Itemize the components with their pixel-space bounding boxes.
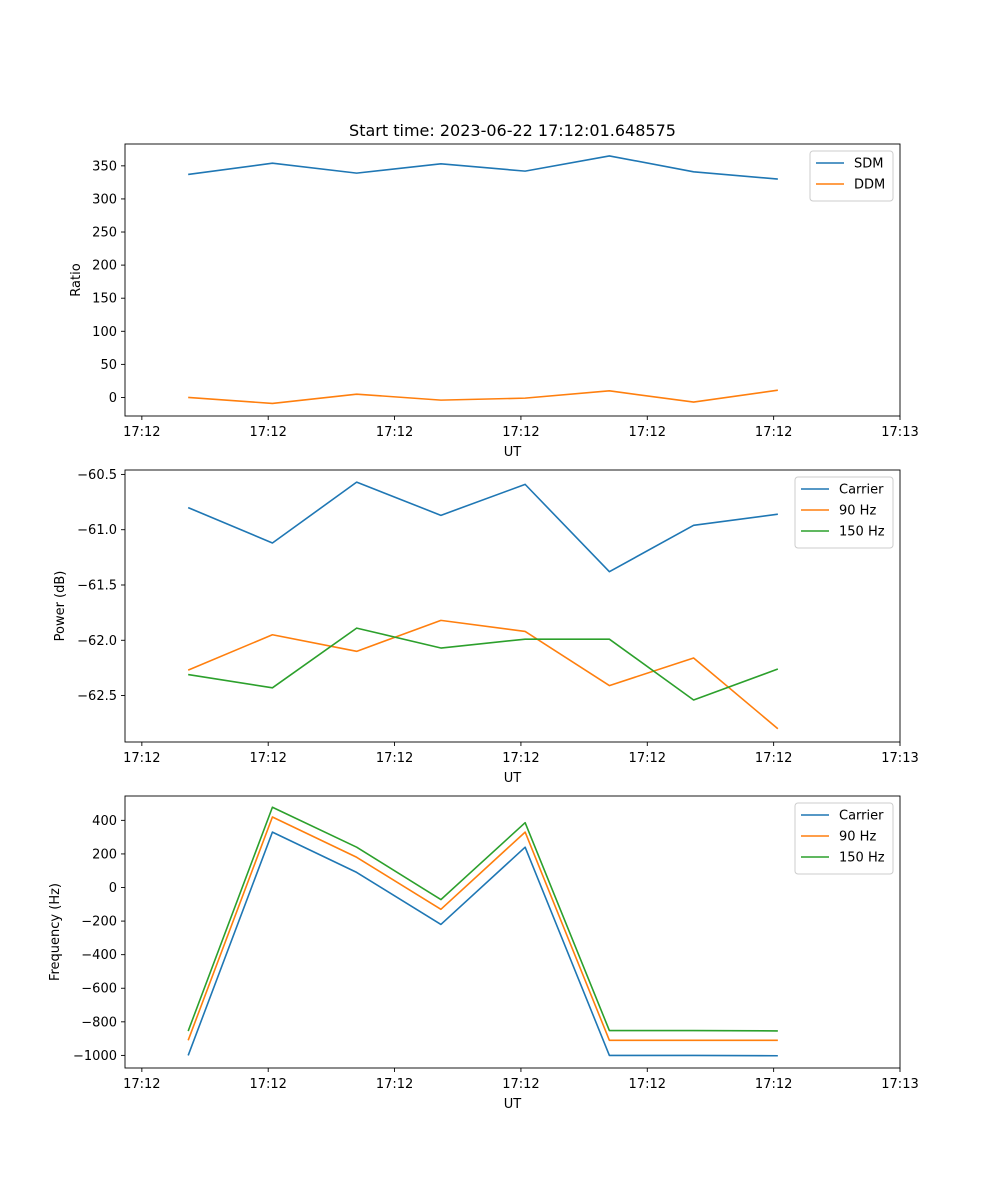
series-line-90-hz <box>187 619 779 730</box>
y-tick-label: 300 <box>92 192 117 207</box>
y-tick-label: 0 <box>109 391 117 406</box>
chart-title: Start time: 2023-06-22 17:12:01.648575 <box>349 121 676 140</box>
x-tick-label: 17:12 <box>376 751 413 766</box>
axes-frame <box>124 795 901 1069</box>
legend-label: 150 Hz <box>839 851 885 866</box>
x-tick-label: 17:12 <box>755 425 792 440</box>
y-tick-label: −60.5 <box>77 468 117 483</box>
legend-label: SDM <box>854 157 883 172</box>
x-tick-label: 17:12 <box>249 1077 286 1092</box>
x-tick-label: 17:12 <box>629 1077 666 1092</box>
axes-frame <box>124 143 901 417</box>
y-tick-label: −61.5 <box>77 578 117 593</box>
power-panel: 17:12 17:12 17:12 17:12 17:12 17:12 17:13 −60.5… <box>53 468 919 786</box>
ratio-panel: Start time: 2023-06-22 17:12:01.648575 1… <box>69 121 919 460</box>
y-tick-label: −600 <box>81 982 117 997</box>
series-line-carrier <box>187 481 778 573</box>
y-tick-label: −400 <box>81 948 117 963</box>
y-tick-label: 250 <box>92 226 117 241</box>
x-tick-label: 17:12 <box>755 1077 792 1092</box>
x-tick-label: 17:13 <box>881 425 918 440</box>
x-axis-label: UT <box>504 771 522 786</box>
y-tick-label: −62.0 <box>77 634 117 649</box>
x-tick-label: 17:12 <box>123 1077 160 1092</box>
x-tick-label: 17:12 <box>502 751 539 766</box>
y-tick-label: 200 <box>92 259 117 274</box>
axes-frame <box>124 469 901 743</box>
x-tick-label: 17:13 <box>881 1077 918 1092</box>
y-tick-label: 100 <box>92 325 117 340</box>
legend-label: 90 Hz <box>839 830 876 845</box>
x-tick-label: 17:12 <box>502 425 539 440</box>
y-tick-label: 0 <box>109 881 117 896</box>
y-tick-label: 350 <box>92 159 117 174</box>
y-tick-label: −61.0 <box>77 523 117 538</box>
legend: SDM DDM <box>809 150 894 202</box>
x-tick-label: 17:12 <box>123 751 160 766</box>
y-axis-label: Ratio <box>69 263 84 296</box>
x-tick-label: 17:12 <box>249 425 286 440</box>
series-line-150-hz <box>188 627 779 701</box>
y-tick-label: 150 <box>92 292 117 307</box>
y-tick-label: 200 <box>92 847 117 862</box>
legend-label: DDM <box>854 178 885 193</box>
x-tick-label: 17:12 <box>502 1077 539 1092</box>
series-line-90-hz <box>187 816 778 1042</box>
x-tick-label: 17:12 <box>755 751 792 766</box>
y-tick-label: −200 <box>81 915 117 930</box>
y-axis-label: Power (dB) <box>53 571 68 642</box>
y-tick-label: −800 <box>81 1015 117 1030</box>
legend: Carrier 90 Hz 150 Hz <box>794 476 894 549</box>
y-tick-label: −1000 <box>73 1049 117 1064</box>
series-line-carrier <box>187 831 778 1057</box>
x-tick-label: 17:12 <box>123 425 160 440</box>
legend-label: 90 Hz <box>839 504 876 519</box>
x-axis-label: UT <box>504 445 522 460</box>
x-tick-label: 17:13 <box>881 751 918 766</box>
x-tick-label: 17:12 <box>376 425 413 440</box>
legend-label: Carrier <box>839 483 884 498</box>
series-line-150-hz <box>187 806 778 1032</box>
series-line-sdm <box>188 155 778 180</box>
x-tick-label: 17:12 <box>629 425 666 440</box>
legend-label: Carrier <box>839 809 884 824</box>
x-tick-label: 17:12 <box>376 1077 413 1092</box>
frequency-panel: 17:12 17:12 17:12 17:12 17:12 17:12 17:13 400 20… <box>48 795 919 1112</box>
y-axis-label: Frequency (Hz) <box>48 883 63 981</box>
y-tick-label: 50 <box>100 358 117 373</box>
y-tick-label: 400 <box>92 814 117 829</box>
x-tick-label: 17:12 <box>249 751 286 766</box>
series-line-ddm <box>188 389 778 405</box>
x-axis-label: UT <box>504 1097 522 1112</box>
legend-label: 150 Hz <box>839 525 885 540</box>
y-tick-label: −62.5 <box>77 689 117 704</box>
x-tick-label: 17:12 <box>629 751 666 766</box>
legend: Carrier 90 Hz 150 Hz <box>794 802 894 875</box>
